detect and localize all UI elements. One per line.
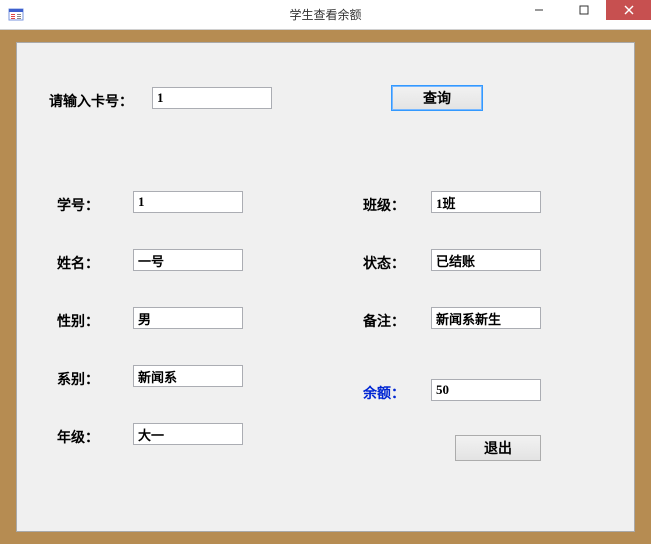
status-label: 状态： — [363, 253, 405, 273]
maximize-button[interactable] — [561, 0, 606, 20]
student-no-label: 学号： — [57, 195, 99, 215]
grade-label: 年级： — [57, 427, 99, 447]
exit-button[interactable]: 退出 — [455, 435, 541, 461]
dept-label: 系别： — [57, 369, 99, 389]
gender-field[interactable] — [133, 307, 243, 329]
gender-label: 性别： — [57, 311, 99, 331]
class-label: 班级： — [363, 195, 405, 215]
main-panel: 请输入卡号： 查询 学号： 姓名： 性别： 系别： 年级： 班级： 状态： 备注… — [16, 42, 635, 532]
student-no-field[interactable] — [133, 191, 243, 213]
class-field[interactable] — [431, 191, 541, 213]
close-button[interactable] — [606, 0, 651, 20]
window-controls — [516, 0, 651, 29]
name-field[interactable] — [133, 249, 243, 271]
query-button[interactable]: 查询 — [391, 85, 483, 111]
grade-field[interactable] — [133, 423, 243, 445]
balance-field[interactable] — [431, 379, 541, 401]
status-field[interactable] — [431, 249, 541, 271]
dept-field[interactable] — [133, 365, 243, 387]
card-no-label: 请输入卡号： — [49, 91, 133, 111]
remark-field[interactable] — [431, 307, 541, 329]
app-icon — [8, 7, 24, 23]
balance-label: 余额： — [363, 383, 405, 403]
outer-frame: 请输入卡号： 查询 学号： 姓名： 性别： 系别： 年级： 班级： 状态： 备注… — [0, 30, 651, 544]
titlebar: 学生查看余额 — [0, 0, 651, 30]
card-no-input[interactable] — [152, 87, 272, 109]
name-label: 姓名： — [57, 253, 99, 273]
minimize-button[interactable] — [516, 0, 561, 20]
remark-label: 备注： — [363, 311, 405, 331]
